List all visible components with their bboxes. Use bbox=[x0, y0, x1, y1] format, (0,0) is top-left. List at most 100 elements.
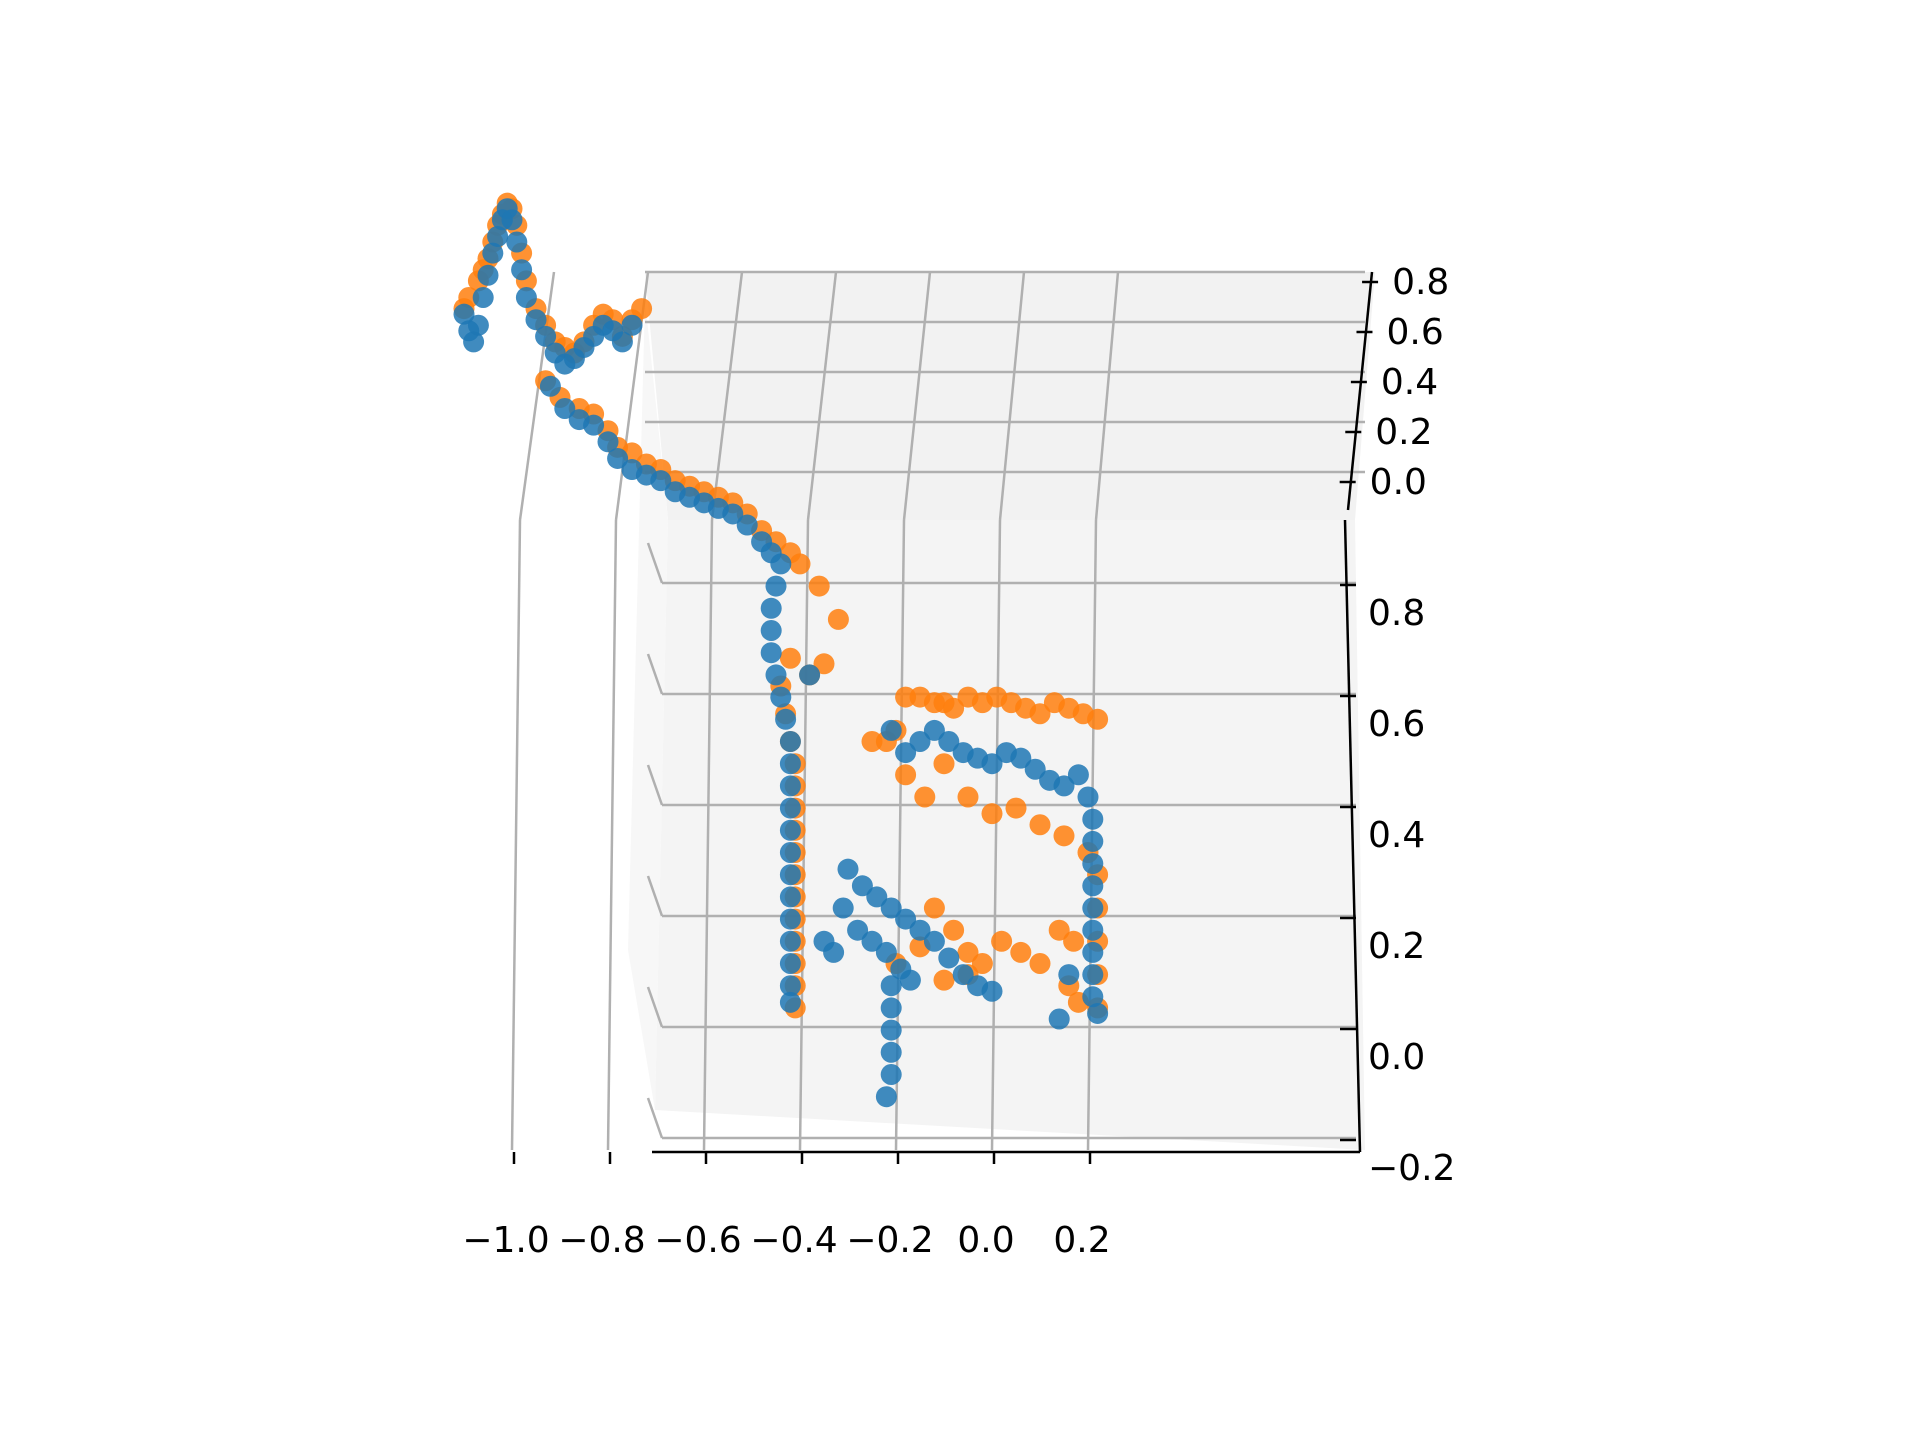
blue-point bbox=[1053, 775, 1075, 797]
blue-point bbox=[1067, 764, 1089, 786]
blue-point bbox=[477, 264, 499, 286]
blue-point bbox=[909, 919, 931, 941]
blue-point bbox=[535, 325, 557, 347]
blue-point bbox=[1058, 964, 1080, 986]
orange-point bbox=[458, 287, 480, 308]
blue-point bbox=[851, 875, 873, 897]
blue-point bbox=[823, 941, 845, 963]
x-tick-label: −0.6 bbox=[654, 1220, 741, 1261]
blue-point bbox=[779, 864, 801, 886]
orange-point bbox=[1029, 703, 1051, 725]
orange-point bbox=[1029, 814, 1051, 836]
z-tick-label: −0.2 bbox=[1368, 1148, 1455, 1189]
blue-point bbox=[765, 664, 787, 686]
x-tick-label: −0.8 bbox=[558, 1220, 645, 1261]
grid-line-x-1 bbox=[606, 519, 618, 1151]
blue-point bbox=[779, 908, 801, 930]
blue-point bbox=[760, 597, 782, 619]
blue-point bbox=[736, 514, 758, 536]
blue-point bbox=[1082, 897, 1104, 919]
x-tick-label: −1.0 bbox=[462, 1220, 549, 1261]
blue-point bbox=[1082, 941, 1104, 963]
grid-line-z-left-4 bbox=[646, 653, 664, 695]
blue-point bbox=[779, 975, 801, 997]
blue-point bbox=[938, 947, 960, 969]
blue-point bbox=[597, 431, 619, 453]
orange-point bbox=[991, 930, 1013, 952]
blue-point bbox=[525, 309, 547, 331]
blue-point bbox=[779, 797, 801, 819]
z-tick-label: 0.8 bbox=[1368, 593, 1425, 634]
blue-point bbox=[1077, 786, 1099, 808]
grid-line-x-top-2 bbox=[710, 271, 744, 521]
blue-point bbox=[779, 819, 801, 841]
orange-point bbox=[981, 803, 1003, 825]
blue-point bbox=[760, 642, 782, 664]
blue-point bbox=[554, 398, 576, 419]
blue-point bbox=[1082, 964, 1104, 986]
blue-point bbox=[880, 997, 902, 1019]
z-axis-line bbox=[1343, 519, 1362, 1153]
blue-point bbox=[506, 231, 528, 253]
blue-point bbox=[875, 941, 897, 963]
tick-labels: −1.0 −0.8 −0.6 −0.4 −0.2 0.0 0.2−0.20.00.20.40… bbox=[462, 262, 1455, 1261]
blue-point bbox=[1082, 919, 1104, 941]
orange-point bbox=[631, 298, 653, 320]
grid-line-x-top-5 bbox=[998, 271, 1026, 521]
blue-point bbox=[1048, 1008, 1070, 1030]
orange-point bbox=[1048, 919, 1070, 941]
blue-point bbox=[880, 1064, 902, 1085]
orange-point bbox=[943, 919, 965, 941]
orange-point bbox=[1029, 953, 1051, 974]
blue-point bbox=[1082, 830, 1104, 852]
blue-point bbox=[895, 908, 917, 930]
orange-point bbox=[789, 553, 811, 575]
grid-line-z-left-1 bbox=[646, 986, 664, 1028]
orange-point bbox=[1063, 930, 1085, 952]
blue-point bbox=[880, 897, 902, 919]
top-pane bbox=[645, 272, 1375, 520]
z-tick-label: 0.2 bbox=[1368, 926, 1425, 967]
blue-point bbox=[770, 553, 792, 575]
orange-point bbox=[923, 897, 945, 919]
blue-point bbox=[779, 842, 801, 863]
orange-point bbox=[933, 969, 955, 991]
grid-line-x-5 bbox=[990, 519, 1002, 1151]
x-tick-label: −0.2 bbox=[846, 1220, 933, 1261]
blue-point bbox=[861, 930, 883, 952]
grid-line-x-top-3 bbox=[806, 271, 838, 521]
back-tick-label: 0.2 bbox=[1375, 412, 1432, 453]
blue-point bbox=[501, 209, 523, 231]
blue-point bbox=[511, 259, 533, 281]
grid-line-x-2 bbox=[702, 519, 714, 1151]
grid-line-z-left-0 bbox=[646, 1097, 664, 1139]
blue-point bbox=[866, 886, 888, 908]
blue-point bbox=[650, 470, 672, 492]
blue-point bbox=[909, 731, 931, 752]
orange-point bbox=[827, 608, 849, 630]
orange-point bbox=[895, 764, 917, 786]
blue-point bbox=[611, 331, 633, 353]
orange-point bbox=[895, 686, 917, 708]
blue-point bbox=[1082, 875, 1104, 897]
back-tick-label: 0.6 bbox=[1386, 312, 1443, 353]
blue-point bbox=[487, 225, 509, 247]
orange-point bbox=[914, 786, 936, 808]
blue-point bbox=[1082, 853, 1104, 875]
blue-point bbox=[923, 930, 945, 952]
blue-point bbox=[482, 242, 504, 264]
back-pane bbox=[655, 520, 1365, 1150]
blue-point bbox=[875, 1086, 897, 1108]
blue-point bbox=[583, 414, 605, 436]
grid-line-x-top-4 bbox=[902, 271, 932, 521]
blue-point bbox=[722, 503, 744, 525]
grid-line-x-top-6 bbox=[1094, 271, 1120, 521]
back-tick-label: 0.8 bbox=[1392, 262, 1449, 303]
blue-point bbox=[779, 886, 801, 908]
blue-point bbox=[923, 719, 945, 741]
blue-point bbox=[832, 897, 854, 919]
blue-point bbox=[799, 664, 821, 686]
blue-point bbox=[467, 314, 489, 336]
blue-point bbox=[779, 953, 801, 974]
